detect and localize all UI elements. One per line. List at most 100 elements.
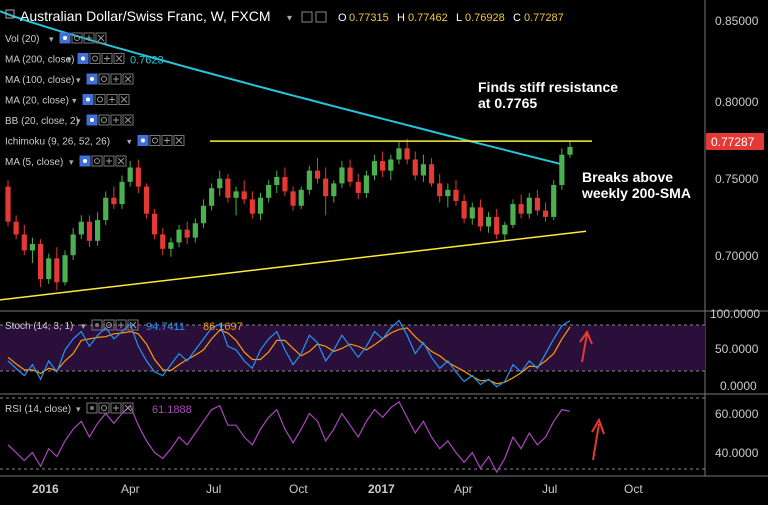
collapse-icon[interactable] [5,9,15,19]
indicator-dropdown-icon[interactable]: ▾ [72,96,77,106]
candle [502,221,508,241]
eye-icon[interactable] [91,319,103,331]
close-icon[interactable] [113,53,125,64]
add-icon[interactable] [106,94,118,105]
candle [355,173,361,200]
title-dropdown-icon[interactable]: ▾ [287,13,292,24]
close-icon[interactable] [122,402,134,414]
settings-icon[interactable] [94,94,106,105]
close-icon[interactable] [95,32,107,44]
indicator-dropdown-icon[interactable]: ▾ [76,75,81,85]
candle [412,151,418,181]
eye-icon[interactable] [86,114,98,126]
indicator-row[interactable]: MA (200, close)▾ 0.7623 [5,53,164,67]
candle [192,218,198,243]
time-tick: Jul [206,482,221,496]
eye-icon[interactable] [82,94,94,105]
time-axis[interactable]: 2016 Apr Jul Oct 2017 Apr Jul Oct [32,482,643,496]
candle [518,194,524,219]
symbol-title[interactable]: Australian Dollar/Swiss Franc, W, FXCM [20,8,271,24]
indicator-row[interactable]: MA (20, close) ▾ [5,94,130,107]
candle [184,221,190,245]
candle [111,186,117,209]
close-icon[interactable] [173,135,185,146]
indicator-label[interactable]: BB (20, close, 2) [5,116,79,127]
add-icon[interactable] [110,402,122,414]
price-tick: 0.70000 [715,249,759,263]
indicator-dropdown-icon[interactable]: ▾ [67,55,72,65]
indicator-dropdown-icon[interactable]: ▾ [49,34,54,44]
candle [380,151,386,178]
candle [526,192,532,219]
indicator-dropdown-icon[interactable]: ▾ [69,157,74,167]
stoch-label[interactable]: Stoch (14, 3, 1) [5,321,73,332]
indicator-label[interactable]: MA (100, close) [5,75,74,86]
rsi-label[interactable]: RSI (14, close) [5,404,71,415]
indicator-row[interactable]: Ichimoku (9, 26, 52, 26) ▾ [5,135,185,148]
indicator-row[interactable]: Vol (20) ▾ [5,32,107,45]
eye-icon[interactable] [86,73,98,85]
settings-icon[interactable] [98,402,110,414]
add-icon[interactable] [83,32,95,44]
ohlc-open-value: 0.77315 [349,12,389,24]
stoch-k-line [7,319,571,388]
add-icon[interactable] [101,53,113,64]
candle [298,186,304,209]
candle [510,199,516,229]
add-icon[interactable] [110,114,122,126]
indicator-label[interactable]: Ichimoku (9, 26, 52, 26) [5,137,110,148]
rsi-dropdown-icon[interactable]: ▾ [76,404,81,414]
rsi-tick: 60.0000 [715,407,759,421]
settings-icon[interactable] [98,73,110,85]
close-icon[interactable] [115,155,127,167]
close-icon[interactable] [127,319,139,331]
candle [13,215,19,240]
stoch-dropdown-icon[interactable]: ▾ [81,321,86,331]
eye-icon[interactable] [79,155,91,167]
indicator-label[interactable]: MA (200, close) [5,55,74,66]
settings-icon[interactable] [71,32,83,44]
add-icon[interactable] [115,319,127,331]
add-icon[interactable] [103,155,115,167]
annotation-resistance-2: at 0.7765 [478,95,537,111]
settings-icon[interactable] [98,114,110,126]
chart-header[interactable]: Australian Dollar/Swiss Franc, W, FXCM ▾… [5,8,564,24]
eye-icon[interactable] [77,53,89,64]
indicator-row[interactable]: BB (20, close, 2)▾ [5,114,134,127]
annotation-breakout-2: weekly 200-SMA [581,185,691,201]
settings-icon[interactable] [89,53,101,64]
candle [78,215,84,240]
candle [5,180,11,227]
eye-icon[interactable] [86,402,98,414]
price-tick: 0.85000 [715,14,759,28]
close-icon[interactable] [118,94,130,105]
stoch-legend[interactable]: Stoch (14, 3, 1) ▾ 94.7411 86.1697 [5,319,243,333]
eye-icon[interactable] [137,135,149,146]
candle [54,247,60,291]
ohlc-open-key: O [338,12,347,24]
close-icon[interactable] [122,114,134,126]
indicator-label[interactable]: MA (20, close) [5,96,69,107]
indicator-row[interactable]: MA (5, close) ▾ [5,155,127,168]
indicator-dropdown-icon[interactable]: ▾ [76,116,81,126]
settings-icon[interactable] [91,155,103,167]
indicator-label[interactable]: MA (5, close) [5,157,63,168]
indicator-dropdown-icon[interactable]: ▾ [127,137,132,147]
settings-icon[interactable] [149,135,161,146]
title-settings-icon[interactable] [301,11,313,23]
price-axis[interactable]: 0.85000 0.80000 0.75000 0.70000 [715,14,759,263]
eye-icon[interactable] [59,32,71,44]
close-icon[interactable] [122,73,134,85]
add-icon[interactable] [161,135,173,146]
indicator-label[interactable]: Vol (20) [5,34,39,45]
candle [143,183,150,219]
add-icon[interactable] [110,73,122,85]
rsi-legend[interactable]: RSI (14, close) ▾ 61.1888 [5,402,192,416]
title-settings2-icon[interactable] [315,11,327,23]
candle [282,167,288,197]
settings-icon[interactable] [103,319,115,331]
indicator-row[interactable]: MA (100, close) ▾ [5,73,134,86]
time-tick: Apr [121,482,140,496]
